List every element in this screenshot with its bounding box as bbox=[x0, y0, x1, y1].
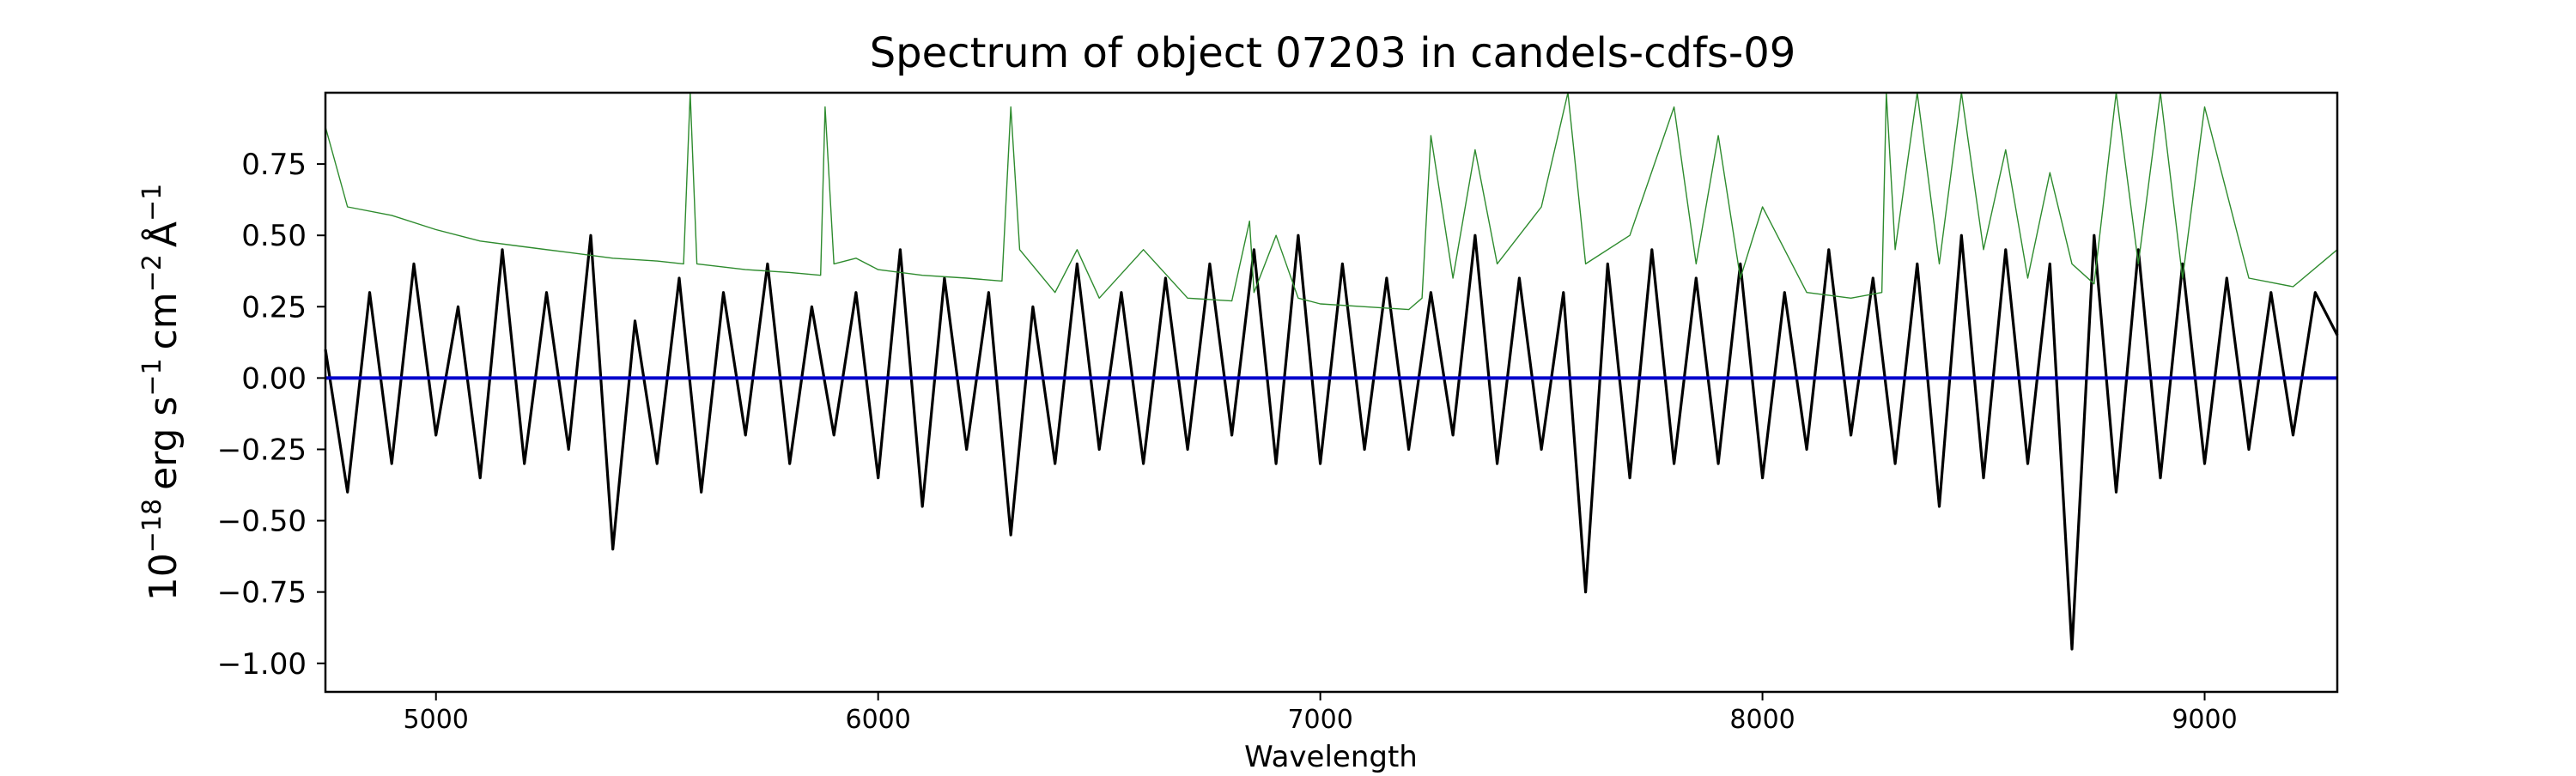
y-axis-label: 10−18erg s−1cm−2Å−1 bbox=[137, 184, 185, 601]
y-label-exp-ang: −1 bbox=[137, 184, 167, 221]
y-label-ang: Å bbox=[140, 221, 185, 247]
chart-title: Spectrum of object 07203 in candels-cdfs… bbox=[870, 29, 1796, 77]
plot-frame bbox=[324, 91, 2339, 694]
ticks-layer: 5000 6000 7000 8000 9000 −1.00 −0.75 −0.50 −0.25… bbox=[217, 148, 2238, 735]
y-tick-label: 0.75 bbox=[241, 148, 307, 182]
x-tick-label: 5000 bbox=[404, 705, 469, 735]
y-tick-label: −0.25 bbox=[217, 433, 307, 467]
y-label-erg: erg s bbox=[142, 397, 185, 490]
y-label-exp-s: −1 bbox=[137, 358, 167, 396]
series-layer bbox=[324, 92, 2339, 651]
x-tick-label: 6000 bbox=[846, 705, 911, 735]
y-tick-label: 0.25 bbox=[241, 290, 307, 324]
y-tick-label: 0.50 bbox=[241, 219, 307, 253]
y-tick-label: 0.00 bbox=[241, 361, 307, 396]
y-tick-label: −1.00 bbox=[217, 647, 307, 682]
y-tick-label: −0.75 bbox=[217, 576, 307, 610]
y-label-cm: cm bbox=[142, 292, 185, 349]
y-tick-label: −0.50 bbox=[217, 505, 307, 539]
series-line-flux bbox=[324, 233, 2339, 651]
y-label-exp-cm: −2 bbox=[137, 254, 167, 292]
x-tick-label: 8000 bbox=[1729, 705, 1795, 735]
series-line-model bbox=[325, 92, 2338, 311]
y-label-exp: −18 bbox=[137, 499, 167, 553]
y-label-base: 10 bbox=[142, 553, 185, 601]
x-tick-label: 9000 bbox=[2172, 705, 2237, 735]
x-axis-label: Wavelength bbox=[1244, 740, 1418, 773]
x-tick-label: 7000 bbox=[1287, 705, 1352, 735]
